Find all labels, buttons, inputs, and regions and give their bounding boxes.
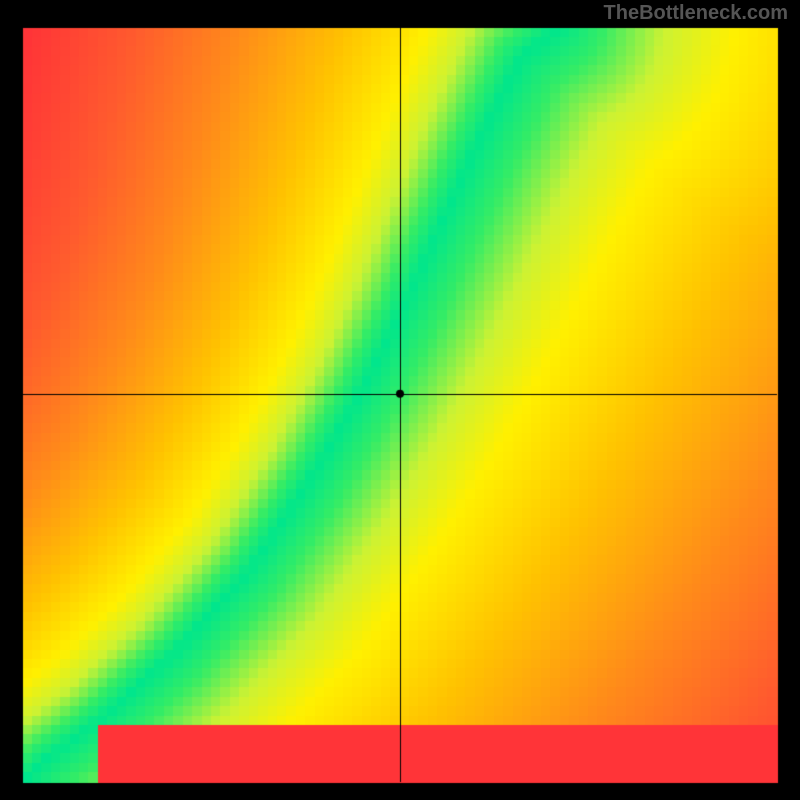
watermark-text: TheBottleneck.com — [604, 2, 788, 25]
root-container: TheBottleneck.com — [0, 0, 800, 800]
heatmap-canvas — [0, 0, 800, 800]
